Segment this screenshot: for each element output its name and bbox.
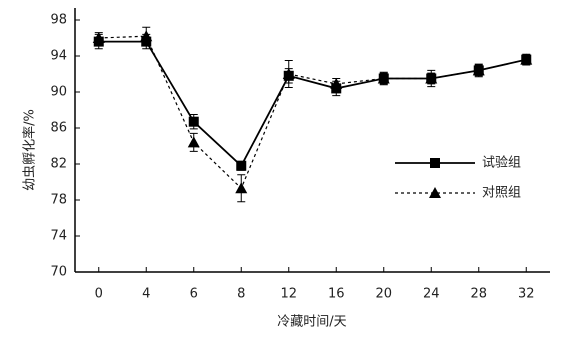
- x-tick-label: 4: [142, 287, 150, 302]
- data-point: [282, 68, 295, 79]
- y-tick-label: 82: [50, 157, 67, 172]
- y-tick-label: 74: [50, 229, 67, 244]
- legend-label: 对照组: [482, 186, 521, 201]
- data-point: [330, 77, 343, 89]
- x-tick-label: 24: [423, 287, 440, 302]
- data-point: [472, 64, 485, 76]
- y-tick-label: 70: [50, 265, 67, 280]
- x-tick-label: 12: [280, 287, 297, 302]
- x-tick-label: 6: [190, 287, 198, 302]
- y-axis-label: 幼虫孵化率/%: [22, 109, 38, 191]
- data-point: [92, 32, 105, 43]
- data-point: [188, 116, 199, 127]
- x-tick-label: 16: [328, 287, 345, 302]
- y-tick-label: 90: [50, 85, 67, 100]
- data-point: [520, 53, 533, 65]
- data-point: [235, 182, 248, 194]
- legend-label: 试验组: [482, 155, 521, 171]
- x-tick-label: 8: [237, 287, 245, 302]
- y-tick-label: 78: [50, 193, 67, 208]
- data-point: [187, 136, 200, 148]
- data-point: [377, 72, 390, 84]
- x-tick-label: 0: [95, 287, 103, 302]
- x-tick-label: 32: [518, 287, 535, 302]
- y-tick-label: 86: [50, 121, 67, 136]
- x-tick-label: 20: [375, 287, 392, 302]
- legend-marker: [429, 187, 441, 198]
- series-line: [98, 35, 527, 190]
- x-tick-label: 28: [470, 287, 487, 302]
- data-point: [236, 160, 247, 171]
- y-tick-label: 98: [50, 13, 67, 28]
- x-axis-label: 冷藏时间/天: [277, 315, 346, 330]
- legend-marker: [430, 158, 440, 168]
- data-point: [140, 30, 153, 42]
- series-line: [98, 40, 527, 168]
- data-point: [425, 72, 438, 84]
- y-tick-label: 94: [50, 49, 67, 64]
